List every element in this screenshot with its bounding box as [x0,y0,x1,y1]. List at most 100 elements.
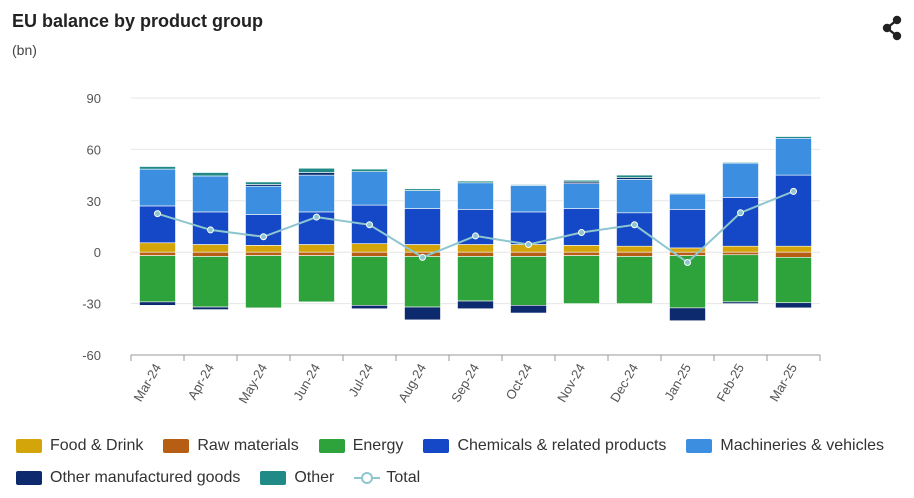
legend-label: Food & Drink [50,437,144,454]
bar-segment [245,245,282,253]
legend-label: Energy [352,437,404,454]
legend-item[interactable]: Food & Drink [16,436,143,456]
bar-segment [245,251,282,256]
bar-segment [775,174,812,247]
bar-segment [404,190,441,209]
total-point [154,210,161,218]
legend-label: Machineries & vehicles [720,437,885,454]
bar-segment [139,301,176,306]
bar-segment [245,181,282,185]
bar-segment [404,208,441,245]
bar-segment [192,306,229,310]
bar-segment [722,162,759,198]
legend-label: Total [386,469,421,486]
legend-label: Raw materials [197,437,299,454]
total-point [525,240,532,248]
x-tick-label: Oct-24 [503,361,535,402]
legend-item[interactable]: Raw materials [163,436,299,456]
total-point [472,232,479,240]
legend-swatch [354,471,381,485]
legend-item[interactable]: Chemicals & related products [423,436,666,456]
legend-swatch [16,471,42,485]
bar-segment [351,243,388,253]
share-icon[interactable] [878,14,906,42]
bar-segment [510,256,547,306]
bar-segment [457,256,494,302]
legend-item[interactable]: Total [354,468,420,488]
bar-segment [722,161,759,164]
legend-item[interactable]: Other [260,468,334,488]
bar-segment [404,188,441,191]
total-point [366,221,373,229]
bar-segment [457,244,494,253]
bar-segment [192,256,229,308]
chart-title: EU balance by product group [12,11,264,31]
x-tick-label: Jan-25 [661,361,694,403]
unit-label: (bn) [12,42,37,58]
x-tick-label: Dec-24 [607,361,641,405]
bar-segment [245,255,282,309]
bar-segment [722,301,759,304]
total-point [419,253,426,261]
bar-segment [775,136,812,139]
bar-segment [775,257,812,304]
bar-segment [722,254,759,303]
bar-segment [510,211,547,245]
bar-segment [351,256,388,306]
legend-item[interactable]: Energy [318,436,404,456]
bar-segment [298,167,335,173]
bar-segment [457,182,494,210]
x-tick-label: Feb-25 [714,361,748,404]
legend-swatch [163,439,190,453]
bar-segment [404,256,441,308]
bar-segment [775,251,812,258]
bar-segment [510,251,547,257]
bar-segment [669,193,706,210]
bar-segment [669,307,706,322]
bar-segment [510,184,547,186]
chart-legend: Food & Drink Raw materials Energy Chemicals… [16,436,911,488]
legend-swatch [16,439,42,453]
bar-segment [669,209,706,249]
y-tick-label: 0 [94,245,101,260]
bar-segment [139,251,176,256]
bar-segment [457,180,494,184]
bar-segment [616,174,653,178]
legend-swatch [260,471,287,485]
bar-segment [616,212,653,247]
bar-segment [298,244,335,253]
total-point [737,209,744,217]
y-tick-label: -60 [82,348,101,363]
x-tick-label: Jul-24 [345,361,376,399]
bar-segment [192,251,229,257]
legend-item[interactable]: Other manufactured goods [16,468,240,488]
bar-segment [616,179,653,214]
total-point [260,233,267,241]
y-tick-label: -30 [82,297,101,312]
x-tick-label: Nov-24 [554,361,588,405]
bar-segment [139,242,176,253]
bar-segment [298,172,335,176]
bar-segment [351,251,388,257]
total-point [207,226,214,234]
bar-segment [139,166,176,170]
bar-segment [510,305,547,314]
legend-swatch [423,439,450,453]
bar-segment [563,251,600,256]
bar-segment [775,245,812,253]
legend-label: Other manufactured goods [50,469,241,486]
bar-segment [563,183,600,209]
bar-segment [616,251,653,257]
bar-segment [775,137,812,176]
legend-item[interactable]: Machineries & vehicles [686,436,884,456]
chart-plot: 90 60 30 0 -30 -60 Mar-24 Apr-24 May-24 Jun-24 Jul… [82,91,821,406]
bar-segment [192,172,229,177]
bar-segment [722,197,759,247]
total-point [684,258,691,266]
x-tick-label: Jun-24 [290,361,323,403]
x-tick-label: Sep-24 [448,361,482,405]
x-tick-label: Mar-24 [131,361,165,404]
x-tick-label: Aug-24 [395,361,429,405]
bar-segment [192,244,229,253]
total-point [313,213,320,221]
